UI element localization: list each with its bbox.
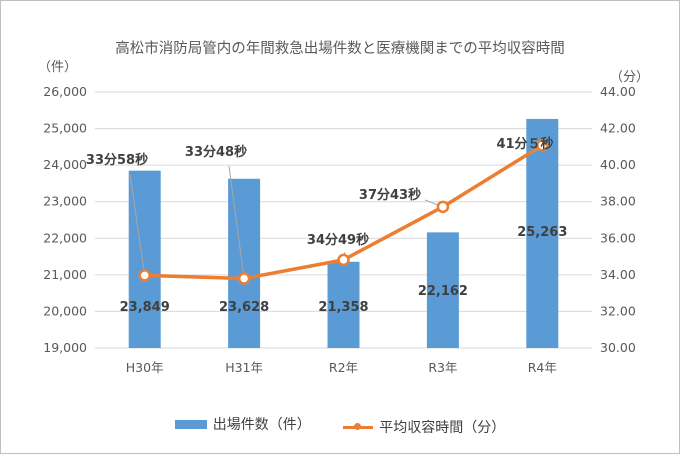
- bar-data-label: 21,358: [318, 300, 368, 315]
- x-tick-label: R4年: [528, 360, 557, 375]
- bar: [228, 178, 261, 348]
- line-marker: [237, 272, 251, 285]
- bar-data-label: 23,628: [219, 300, 269, 315]
- y-right-tick-label: 40.00: [600, 157, 636, 172]
- y-right-tick-label: 32.00: [600, 303, 636, 318]
- leader-line: [228, 165, 245, 279]
- legend: 出場件数（件） 平均収容時間（分）: [0, 414, 680, 437]
- line-data-label: 34分49秒: [307, 232, 369, 248]
- line-marker: [536, 139, 549, 152]
- y-left-tick-label: 20,000: [43, 303, 87, 318]
- line-marker: [138, 269, 151, 282]
- bar: [526, 118, 559, 348]
- leader-line: [129, 173, 146, 276]
- y-left-tick-label: 19,000: [43, 340, 87, 355]
- bar: [426, 232, 459, 348]
- line-data-label: 33分58秒: [86, 152, 148, 168]
- legend-item-line: 平均収容時間（分）: [343, 417, 505, 437]
- y-right-tick-label: 34.00: [600, 267, 636, 282]
- y-right-tick-label: 42.00: [600, 121, 636, 136]
- y-right-tick-label: 30.00: [600, 340, 636, 355]
- left-axis-unit: （件）: [38, 60, 78, 75]
- y-right-tick-label: 36.00: [600, 230, 636, 245]
- legend-bar-label: 出場件数（件）: [212, 417, 311, 433]
- y-right-tick-label: 38.00: [600, 194, 636, 209]
- x-tick-label: H31年: [225, 360, 263, 375]
- y-left-tick-label: 23,000: [43, 194, 87, 209]
- y-left-tick-label: 22,000: [43, 230, 87, 245]
- legend-bar-swatch: [174, 419, 207, 429]
- bar-data-label: 25,263: [517, 225, 567, 240]
- legend-line-label: 平均収容時間（分）: [379, 420, 506, 436]
- x-tick-label: H30年: [126, 360, 164, 375]
- line-data-label: 37分43秒: [359, 187, 421, 203]
- y-left-tick-label: 21,000: [43, 267, 87, 282]
- legend-line-swatch: [343, 422, 374, 430]
- line-data-label: 33分48秒: [185, 144, 247, 160]
- y-right-tick-label: 44.00: [600, 84, 636, 99]
- line-marker: [337, 253, 350, 267]
- x-tick-label: R2年: [329, 360, 358, 375]
- legend-item-bar: 出場件数（件）: [174, 414, 311, 434]
- line-data-label: 41分５秒: [496, 136, 553, 152]
- bar-data-label: 22,162: [418, 284, 468, 299]
- right-axis-unit: （分）: [610, 70, 650, 85]
- y-left-tick-label: 24,000: [43, 157, 87, 172]
- line-marker: [436, 200, 450, 214]
- y-left-tick-label: 25,000: [43, 121, 87, 136]
- y-left-tick-label: 26,000: [43, 84, 87, 99]
- bar-data-label: 23,849: [120, 300, 170, 315]
- bar: [327, 261, 360, 348]
- chart-title: 高松市消防局管内の年間救急出場件数と医療機関までの平均収容時間: [115, 41, 565, 57]
- x-tick-label: R3年: [428, 360, 457, 375]
